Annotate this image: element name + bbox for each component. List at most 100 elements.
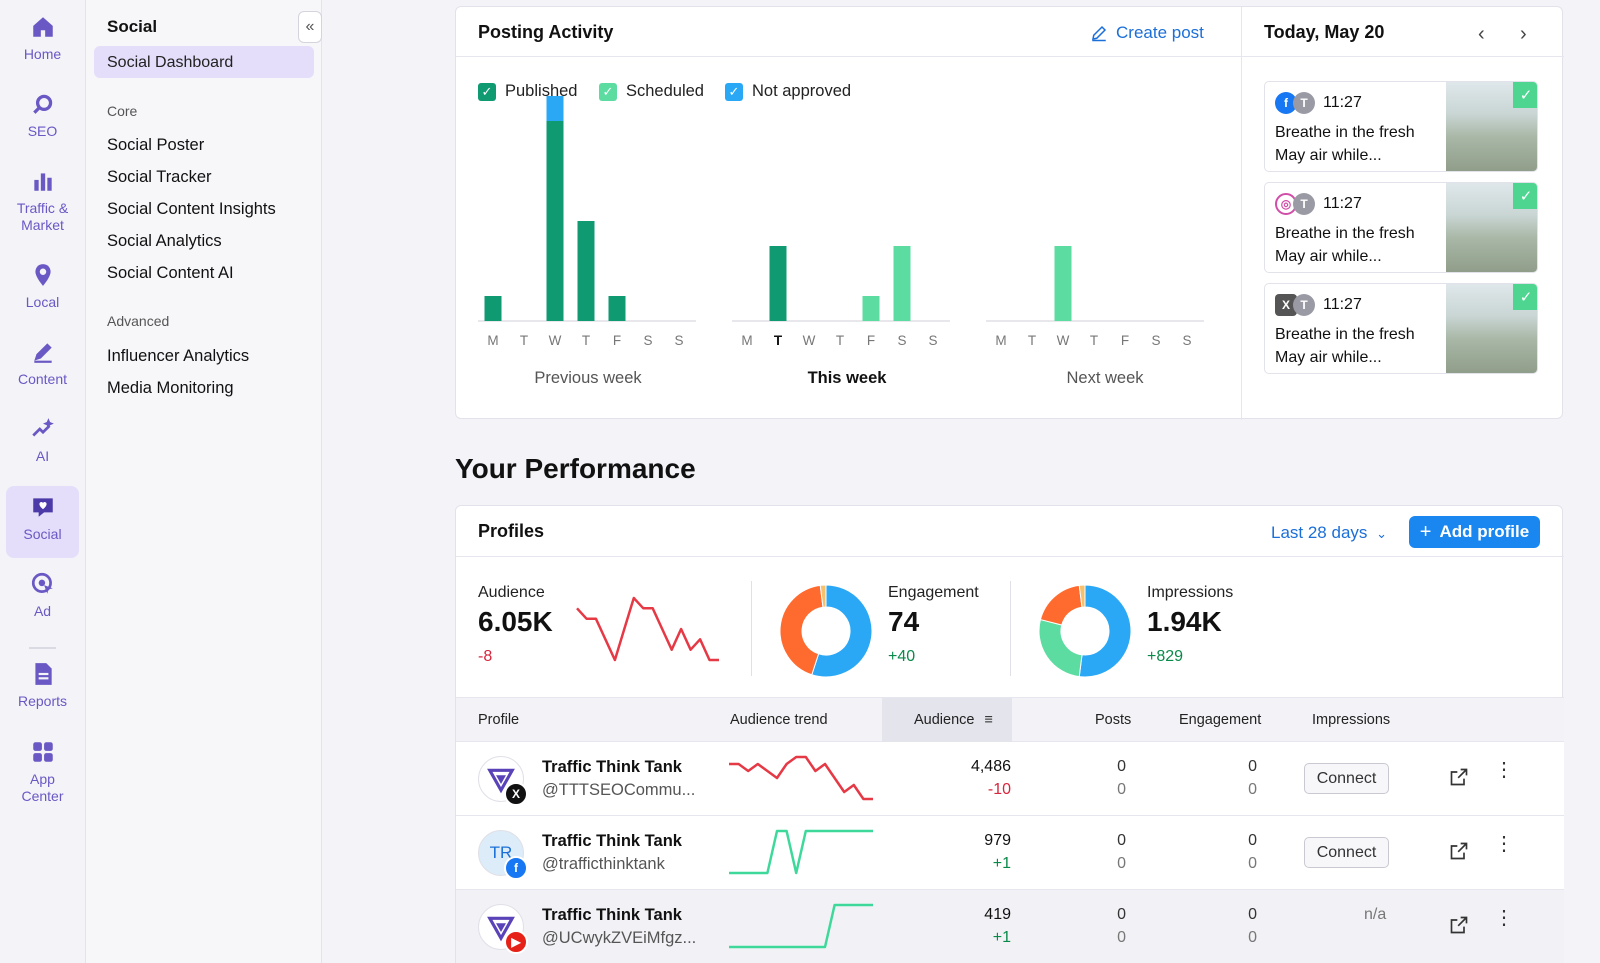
- week-label-this: This week: [807, 369, 887, 387]
- activity-bar-scheduled: [893, 246, 911, 321]
- rail-app-center[interactable]: App Center: [6, 731, 79, 813]
- engagement-delta: 0: [1248, 929, 1257, 946]
- day-tick-label: M: [741, 333, 752, 348]
- engagement-count: 0: [1248, 758, 1257, 775]
- col-engagement[interactable]: Engagement: [1179, 712, 1262, 728]
- subnav-item[interactable]: Social Analytics: [107, 232, 222, 250]
- subnav-item[interactable]: Social Content AI: [107, 264, 234, 282]
- post-thumbnail: ✓: [1446, 82, 1537, 171]
- subnav-item[interactable]: Social Content Insights: [107, 200, 276, 218]
- col-impressions[interactable]: Impressions: [1312, 712, 1391, 728]
- social-subnav: Social « Social Dashboard Core Social Po…: [86, 0, 322, 963]
- check-icon: ✓: [725, 82, 743, 101]
- profile-avatar: X: [478, 756, 528, 806]
- period-dropdown[interactable]: Last 28 days ⌄: [1271, 523, 1387, 543]
- more-options-icon[interactable]: ⋮: [1494, 759, 1514, 781]
- sparkline-path: [729, 829, 873, 875]
- rail-seo[interactable]: SEO: [6, 83, 79, 148]
- legend-label: Not approved: [752, 82, 852, 100]
- card-divider: [1241, 7, 1242, 420]
- scheduled-post-card[interactable]: f T 11:27 Breathe in the fresh May air w…: [1264, 81, 1538, 172]
- subnav-item-social-dashboard[interactable]: Social Dashboard: [94, 46, 314, 78]
- rail-content[interactable]: Content: [6, 331, 79, 396]
- day-tick-label: T: [1090, 333, 1098, 348]
- connect-button[interactable]: Connect: [1304, 837, 1389, 868]
- calendar-header-divider: [1241, 56, 1564, 57]
- external-link-icon[interactable]: [1449, 915, 1469, 935]
- rail-divider: [29, 647, 56, 649]
- legend-label: Published: [505, 82, 578, 100]
- posts-count: 0: [1117, 906, 1126, 923]
- plus-icon: +: [1419, 520, 1432, 543]
- audience-count: 4,486: [970, 758, 1011, 775]
- seo-icon: [32, 94, 52, 114]
- posts-count: 0: [1117, 832, 1126, 849]
- table-row[interactable]: ▶ Traffic Think Tank @UCwykZVEiMfgz... 4…: [456, 890, 1564, 963]
- connect-button[interactable]: Connect: [1304, 763, 1389, 794]
- col-audience[interactable]: Audience ≡: [914, 712, 993, 728]
- rail-traffic[interactable]: Traffic & Market: [6, 160, 79, 242]
- rail-social[interactable]: Social: [6, 486, 79, 558]
- subnav-item[interactable]: Influencer Analytics: [107, 347, 250, 365]
- more-options-icon[interactable]: ⋮: [1494, 907, 1514, 929]
- rail-ad[interactable]: Ad: [6, 563, 79, 628]
- external-link-icon[interactable]: [1449, 841, 1469, 861]
- more-options-icon[interactable]: ⋮: [1494, 833, 1514, 855]
- engagement-value: 74: [888, 606, 920, 637]
- day-tick-label: F: [1121, 333, 1129, 348]
- create-post-button[interactable]: Create post: [1090, 23, 1204, 43]
- apps-grid-icon: [32, 742, 53, 762]
- scheduled-post-card[interactable]: ◎ T 11:27 Breathe in the fresh May air w…: [1264, 182, 1538, 273]
- day-tick-label: T: [1028, 333, 1036, 348]
- day-tick-label: T: [774, 333, 783, 348]
- audience-delta: -8: [478, 648, 493, 665]
- calendar-date-title: Today, May 20: [1264, 22, 1385, 42]
- sparkline-path: [729, 903, 873, 949]
- subnav-group-core: Core: [107, 103, 138, 119]
- post-networks: f T: [1275, 92, 1315, 114]
- rail-ai[interactable]: AI: [6, 408, 79, 473]
- subnav-item[interactable]: Social Tracker: [107, 168, 212, 186]
- col-posts[interactable]: Posts: [1095, 712, 1132, 728]
- report-icon: [34, 663, 52, 685]
- week-label-previous: Previous week: [534, 369, 642, 387]
- day-tick-label: M: [487, 333, 498, 348]
- approved-check-icon: ✓: [1513, 82, 1537, 108]
- rail-reports[interactable]: Reports: [6, 653, 79, 718]
- external-link-icon[interactable]: [1449, 767, 1469, 787]
- profile-name[interactable]: Traffic Think Tank: [542, 758, 682, 776]
- rail-home[interactable]: Home: [6, 6, 79, 71]
- audience-delta: -10: [987, 781, 1011, 798]
- add-profile-button[interactable]: + Add profile: [1409, 516, 1540, 548]
- chevron-left-icon[interactable]: ‹: [1478, 23, 1485, 45]
- rail-label: Ad: [33, 603, 52, 619]
- rail-local[interactable]: Local: [6, 254, 79, 319]
- posts-delta: 0: [1117, 855, 1126, 872]
- profile-avatar: ▶: [478, 904, 528, 954]
- check-icon: ✓: [478, 82, 496, 101]
- x-icon: X: [504, 782, 528, 806]
- col-profile: Profile: [478, 712, 520, 728]
- day-tick-label: S: [897, 333, 906, 348]
- impressions-label: Impressions: [1147, 584, 1234, 601]
- day-tick-label: S: [1151, 333, 1160, 348]
- profile-name[interactable]: Traffic Think Tank: [542, 832, 682, 850]
- traffic-icon: [33, 173, 52, 191]
- legend-published[interactable]: ✓ Published: [478, 82, 577, 101]
- chevron-right-icon[interactable]: ›: [1520, 23, 1527, 45]
- impressions-donut: [1038, 584, 1132, 678]
- col-audience-trend: Audience trend: [730, 712, 828, 728]
- profile-handle: @trafficthinktank: [542, 855, 665, 873]
- subnav-item[interactable]: Media Monitoring: [107, 379, 234, 397]
- legend-not-approved[interactable]: ✓ Not approved: [725, 82, 851, 101]
- scheduled-post-card[interactable]: X T 11:27 Breathe in the fresh May air w…: [1264, 283, 1538, 374]
- subnav-item[interactable]: Social Poster: [107, 136, 205, 154]
- table-row[interactable]: X Traffic Think Tank @TTTSEOCommu... 4,4…: [456, 742, 1564, 816]
- profile-name[interactable]: Traffic Think Tank: [542, 906, 682, 924]
- donut-slice: [779, 584, 824, 676]
- engagement-count: 0: [1248, 832, 1257, 849]
- legend-scheduled[interactable]: ✓ Scheduled: [599, 82, 704, 101]
- table-row[interactable]: TR f Traffic Think Tank @trafficthinktan…: [456, 816, 1564, 890]
- collapse-sidebar-button[interactable]: «: [298, 11, 322, 43]
- engagement-delta: 0: [1248, 855, 1257, 872]
